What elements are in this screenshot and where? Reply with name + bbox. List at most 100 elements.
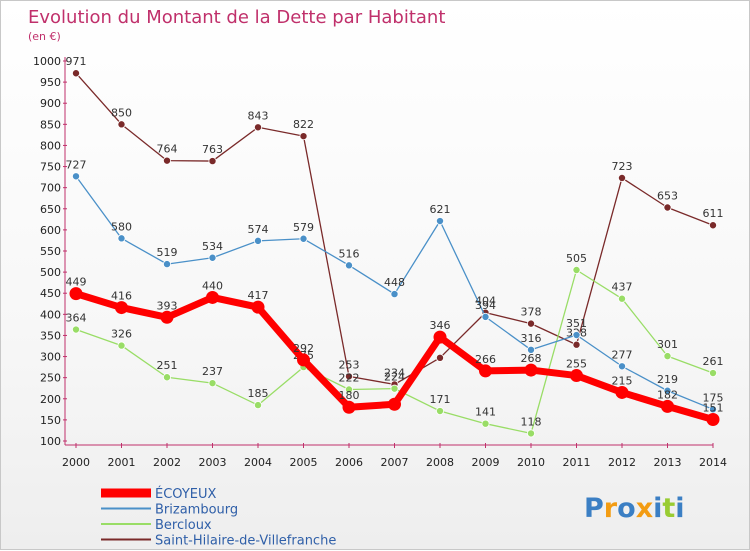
data-label: 519 <box>157 246 178 259</box>
data-label: 171 <box>430 393 451 406</box>
data-point <box>435 217 444 226</box>
y-tick-label: 900 <box>40 97 61 110</box>
data-label: 580 <box>111 220 132 233</box>
data-point <box>208 253 217 262</box>
data-label: 843 <box>248 109 269 122</box>
data-point <box>618 294 627 303</box>
data-label: 215 <box>612 374 633 387</box>
data-label: 277 <box>612 348 633 361</box>
data-label: 534 <box>202 240 223 253</box>
data-label: 393 <box>157 299 178 312</box>
data-label: 266 <box>475 353 496 366</box>
x-tick-label: 2008 <box>426 456 454 469</box>
data-label: 449 <box>66 276 87 289</box>
data-label: 574 <box>248 223 269 236</box>
x-tick-label: 2003 <box>199 456 227 469</box>
data-label: 180 <box>339 389 360 402</box>
y-tick-label: 950 <box>40 76 61 89</box>
data-label: 437 <box>612 281 633 294</box>
data-label: 261 <box>703 355 724 368</box>
y-tick-label: 250 <box>40 372 61 385</box>
data-point <box>572 340 581 349</box>
data-point <box>72 325 81 334</box>
y-tick-label: 600 <box>40 224 61 237</box>
data-label: 579 <box>293 221 314 234</box>
y-tick-label: 650 <box>40 203 61 216</box>
data-point <box>390 290 399 299</box>
data-point <box>117 234 126 243</box>
data-label: 224 <box>384 371 405 384</box>
data-label: 255 <box>566 358 587 371</box>
y-tick-label: 150 <box>40 414 61 427</box>
data-point <box>206 290 219 304</box>
data-point <box>344 261 353 270</box>
data-label: 516 <box>339 247 360 260</box>
legend-label: ÉCOYEUX <box>155 486 216 502</box>
x-tick-label: 2007 <box>381 456 409 469</box>
x-tick-label: 2013 <box>654 456 682 469</box>
data-point <box>253 123 262 132</box>
data-point <box>435 353 444 362</box>
y-tick-label: 800 <box>40 139 61 152</box>
data-label: 268 <box>521 352 542 365</box>
y-tick-label: 300 <box>40 351 61 364</box>
data-point <box>117 341 126 350</box>
y-tick-label: 400 <box>40 308 61 321</box>
data-label: 175 <box>703 391 724 404</box>
x-tick-label: 2012 <box>608 456 636 469</box>
x-tick-label: 2005 <box>290 456 318 469</box>
data-label: 118 <box>521 415 542 428</box>
data-point <box>572 265 581 274</box>
data-point <box>208 157 217 166</box>
data-point <box>344 385 353 394</box>
data-point <box>162 156 171 165</box>
data-point <box>527 429 536 438</box>
y-axis-ticks: 100 150 200 250 300 350 400 450 500 550 600 650 700 7… <box>33 55 67 448</box>
x-tick-label: 2010 <box>517 456 545 469</box>
data-label: 222 <box>339 371 360 384</box>
y-tick-label: 100 <box>40 435 61 448</box>
data-point <box>299 234 308 243</box>
series-1: 727 580 519 534 574 579 516 448 621 394 316 351 277 2… <box>66 158 724 414</box>
y-tick-label: 550 <box>40 245 61 258</box>
series-layer: 9718507647638438222532344043783287236536… <box>66 55 724 438</box>
y-tick-label: 350 <box>40 329 61 342</box>
data-label: 253 <box>339 358 360 371</box>
data-label: 505 <box>566 252 587 265</box>
data-point <box>663 352 672 361</box>
data-point <box>663 203 672 212</box>
data-label: 764 <box>157 143 178 156</box>
data-label: 448 <box>384 276 405 289</box>
data-point <box>72 69 81 78</box>
data-point <box>527 319 536 328</box>
data-point <box>162 260 171 269</box>
data-point <box>527 345 536 354</box>
data-point <box>481 312 490 321</box>
data-point <box>618 173 627 182</box>
data-point <box>709 369 718 378</box>
data-label: 346 <box>430 319 451 332</box>
legend-label: Saint-Hilaire-de-Villefranche <box>155 534 336 549</box>
legend: ÉCOYEUXBrizambourgBerclouxSaint-Hilaire-… <box>101 486 336 549</box>
data-point <box>388 397 401 411</box>
legend-label: Bercloux <box>155 518 212 533</box>
data-label: 326 <box>111 328 132 341</box>
data-label: 723 <box>612 160 633 173</box>
data-point <box>570 369 583 383</box>
data-label: 185 <box>248 387 269 400</box>
data-point <box>572 331 581 340</box>
x-tick-label: 2002 <box>153 456 181 469</box>
data-label: 351 <box>566 317 587 330</box>
data-point <box>160 310 174 324</box>
data-label: 316 <box>521 332 542 345</box>
data-point <box>618 362 627 371</box>
data-point <box>344 372 353 381</box>
x-tick-label: 2001 <box>108 456 136 469</box>
data-point <box>481 419 490 428</box>
x-tick-label: 2000 <box>62 456 90 469</box>
data-label: 822 <box>293 118 314 131</box>
y-tick-label: 500 <box>40 266 61 279</box>
data-label: 727 <box>66 158 87 171</box>
data-label: 611 <box>703 207 724 220</box>
